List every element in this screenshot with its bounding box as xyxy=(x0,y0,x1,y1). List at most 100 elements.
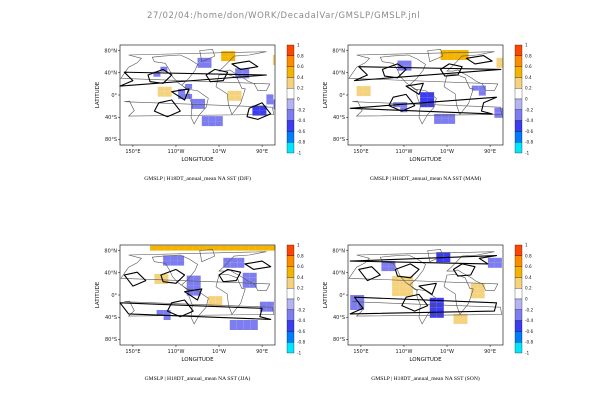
y-tick-label: 40°S xyxy=(333,315,345,321)
colorbar-swatch xyxy=(514,331,523,343)
x-tick-label: 10°W xyxy=(212,149,226,155)
contour-line-5 xyxy=(184,288,203,301)
x-tick-label: 10°W xyxy=(440,149,454,155)
map-panel-mam: 150°E 110°W 10°W 90°E 80°N 40°N 0° 40°S 80°S LONG… xyxy=(323,40,573,195)
y-tick-label: 80°N xyxy=(332,48,345,54)
map-chart-jja: 150°E 110°W 10°W 90°E 80°N 40°N 0° 40°S 80°S LONG… xyxy=(95,243,306,383)
colorbar-label: -0.8 xyxy=(297,340,306,345)
coastline-5 xyxy=(427,49,444,63)
colorbar-label: 0.6 xyxy=(297,264,304,269)
coastline-2 xyxy=(215,74,246,116)
y-tick-label: 40°N xyxy=(104,271,117,277)
anomaly-patch-2 xyxy=(272,55,275,65)
anomaly-patch-11 xyxy=(252,105,267,116)
anomaly-patch-0 xyxy=(440,50,469,60)
colorbar-label: -0.6 xyxy=(297,329,306,334)
contour-line-4 xyxy=(119,71,267,87)
colorbar-label: -0.4 xyxy=(525,118,534,123)
contour-line-5 xyxy=(418,282,437,295)
y-tick-label: 0° xyxy=(339,93,345,99)
colorbar-label: -0.4 xyxy=(297,318,306,323)
colorbar-swatch xyxy=(286,55,295,67)
colorbar-swatch xyxy=(514,77,523,89)
map-panel-son: 150°E 110°W 10°W 90°E 80°N 40°N 0° 40°S 80°S LONG… xyxy=(323,240,573,395)
contour-line-0 xyxy=(394,263,420,279)
colorbar-label: -1 xyxy=(525,351,530,356)
anomaly-patch-7 xyxy=(156,310,171,320)
colorbar-label: -0.4 xyxy=(297,118,306,123)
colorbar-label: -0.6 xyxy=(525,129,534,134)
anomaly-patch-6 xyxy=(381,261,396,272)
x-tick-label: 150°E xyxy=(125,149,140,155)
colorbar-swatch xyxy=(514,142,523,154)
x-tick-label: 10°W xyxy=(212,349,226,355)
colorbar-label: 0.8 xyxy=(297,253,304,258)
map-panel-djf: 150°E 110°W 10°W 90°E 80°N 40°N 0° 40°S 80°S LONG… xyxy=(95,40,345,195)
contour-line-2 xyxy=(119,302,272,320)
coastline-4 xyxy=(352,100,503,117)
colorbar-label: -0.8 xyxy=(525,340,534,345)
y-tick-label: 40°S xyxy=(105,115,117,121)
anomaly-patch-1 xyxy=(487,257,502,268)
colorbar-swatch xyxy=(514,55,523,67)
anomaly-patch-7 xyxy=(453,313,468,324)
colorbar-swatch xyxy=(514,342,523,354)
y-tick-label: 40°S xyxy=(105,315,117,321)
colorbar-label: -0.2 xyxy=(525,107,534,112)
contour-line-2 xyxy=(349,96,498,115)
figure-caption: GMSLP | H18DT_annual_mean NA SST (MAM) xyxy=(370,175,481,182)
x-tick-label: 150°E xyxy=(353,349,368,355)
contour-line-1 xyxy=(205,68,229,83)
contour-line-3 xyxy=(401,293,429,312)
coastline-1 xyxy=(416,289,437,325)
coastline-4 xyxy=(124,100,275,117)
anomaly-patch-4 xyxy=(235,68,250,79)
coastline-4 xyxy=(124,300,275,317)
anomaly-patch-3 xyxy=(153,66,168,77)
y-tick-label: 80°S xyxy=(105,337,117,343)
contour-line-0 xyxy=(160,268,186,284)
y-tick-label: 80°S xyxy=(333,137,345,143)
x-axis-label: LONGITUDE xyxy=(181,357,214,363)
coastline-0 xyxy=(151,254,198,291)
contour-line-3 xyxy=(388,93,416,112)
y-axis-label: LATITUDE xyxy=(323,81,329,108)
colorbar-swatch xyxy=(514,298,523,310)
contour-line-2 xyxy=(349,296,498,315)
colorbar-swatch xyxy=(514,109,523,121)
x-tick-label: 90°E xyxy=(484,149,496,155)
coastline-0 xyxy=(379,254,426,291)
contour-line-4 xyxy=(358,266,381,282)
contour-line-0 xyxy=(147,68,173,84)
map-chart-son: 150°E 110°W 10°W 90°E 80°N 40°N 0° 40°S 80°S LONG… xyxy=(323,243,534,383)
contour-line-1 xyxy=(440,63,463,77)
colorbar-swatch xyxy=(286,309,295,321)
colorbar-label: 0 xyxy=(525,97,528,102)
x-axis-label: LONGITUDE xyxy=(409,157,442,163)
colorbar-swatch xyxy=(514,120,523,132)
anomaly-patch-4 xyxy=(470,283,485,299)
x-axis-label: LONGITUDE xyxy=(409,357,442,363)
x-tick-label: 10°W xyxy=(440,349,454,355)
contour-line-6 xyxy=(244,260,272,270)
coastline-5 xyxy=(199,249,216,263)
colorbar-label: -0.8 xyxy=(525,140,534,145)
anomaly-patch-2 xyxy=(223,257,245,268)
anomaly-patch-10 xyxy=(227,90,242,101)
x-axis-label: LONGITUDE xyxy=(181,157,214,163)
colorbar-swatch xyxy=(286,288,295,300)
colorbar-swatch xyxy=(514,320,523,332)
map-chart-djf: 150°E 110°W 10°W 90°E 80°N 40°N 0° 40°S 80°S LONG… xyxy=(95,43,306,183)
colorbar-label: 0.6 xyxy=(525,64,532,69)
colorbar-swatch xyxy=(514,88,523,100)
colorbar-label: -0.8 xyxy=(297,140,306,145)
colorbar-label: 0.4 xyxy=(297,75,304,80)
map-chart-mam: 150°E 110°W 10°W 90°E 80°N 40°N 0° 40°S 80°S LONG… xyxy=(323,43,534,183)
contour-line-2 xyxy=(246,102,272,120)
anomaly-patch-1 xyxy=(163,255,185,266)
contour-line-1 xyxy=(452,263,476,277)
colorbar-label: 0.6 xyxy=(525,264,532,269)
x-tick-label: 150°E xyxy=(125,349,140,355)
y-axis-label: LATITUDE xyxy=(95,81,101,108)
coastline-3 xyxy=(348,251,499,291)
